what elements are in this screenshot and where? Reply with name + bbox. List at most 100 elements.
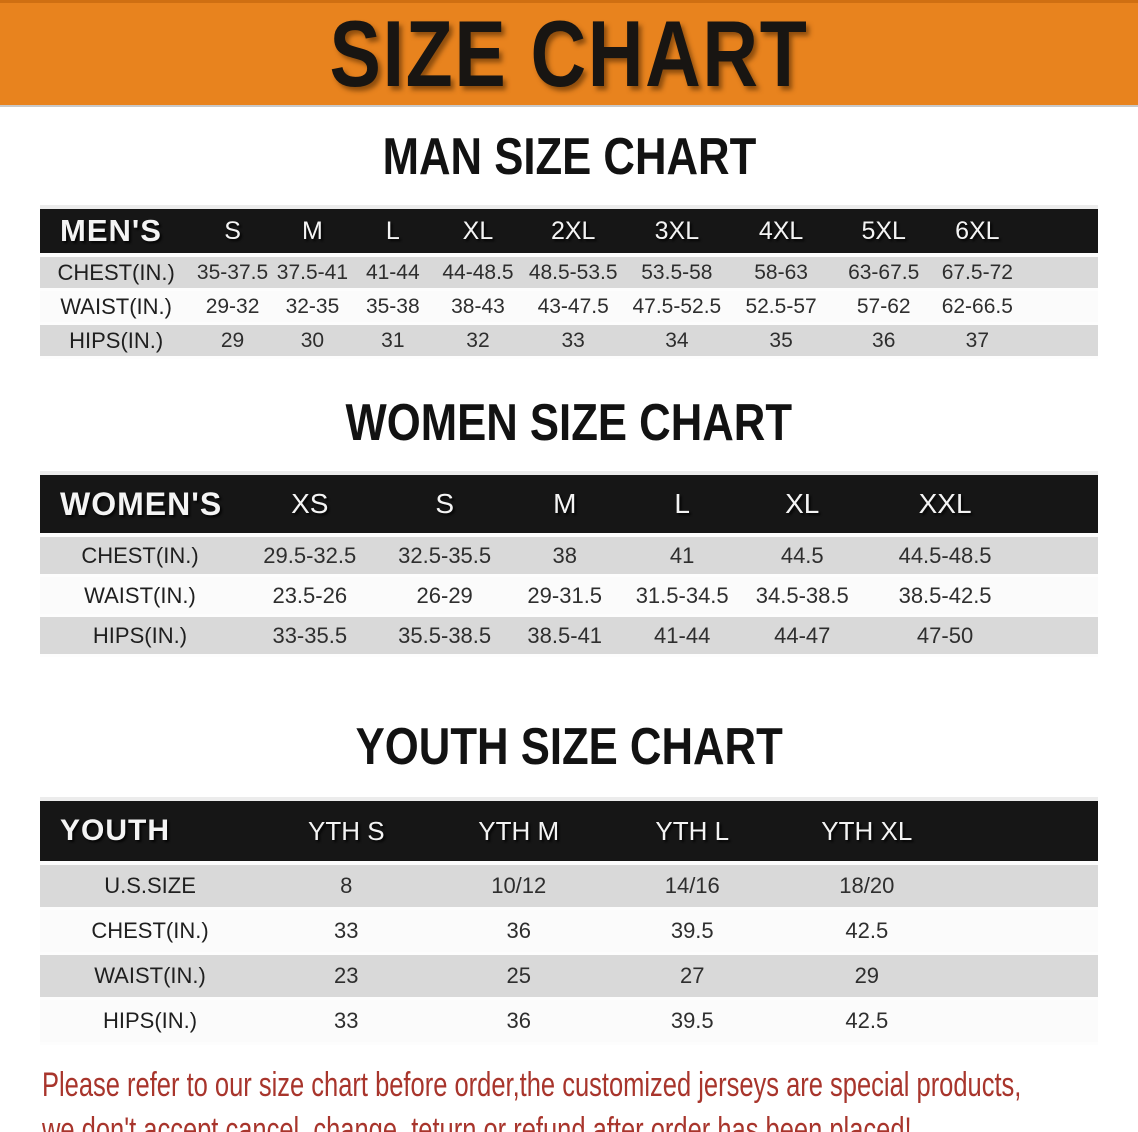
table-row: HIPS(IN.) 33 36 39.5 42.5 bbox=[40, 998, 1098, 1045]
section-men: MAN SIZE CHART MEN'S S M L XL 2XL 3XL 4XL 5XL 6XL… bbox=[0, 129, 1138, 359]
table-cell: 57-62 bbox=[832, 289, 936, 325]
table-cell: 42.5 bbox=[779, 998, 955, 1045]
table-cell: 32 bbox=[433, 323, 523, 359]
table-cell: 37 bbox=[935, 323, 1020, 359]
table-row: CHEST(IN.) 33 36 39.5 42.5 bbox=[40, 908, 1098, 955]
table-cell: 41 bbox=[619, 535, 745, 577]
table-corner-label: WOMEN'S bbox=[40, 471, 240, 537]
disclaimer-line-1: Please refer to our size chart before or… bbox=[42, 1066, 1022, 1104]
table-row: CHEST(IN.) 35-37.5 37.5-41 41-44 44-48.5 48.5… bbox=[40, 255, 1098, 291]
column-header: YTH M bbox=[432, 797, 605, 865]
table-header-row: MEN'S S M L XL 2XL 3XL 4XL 5XL 6XL bbox=[40, 205, 1098, 257]
disclaimer-note: Please refer to our size chart before or… bbox=[42, 1063, 1021, 1132]
table-cell: 35-38 bbox=[352, 289, 434, 325]
table-cell: 10/12 bbox=[432, 863, 605, 910]
table-cell: 35-37.5 bbox=[192, 255, 273, 291]
table-cell: 23.5-26 bbox=[239, 575, 380, 617]
table-cell: 29 bbox=[779, 953, 955, 1000]
column-header: S bbox=[379, 471, 510, 537]
table-cell: 44.5-48.5 bbox=[859, 535, 1031, 577]
row-label: CHEST(IN.) bbox=[40, 908, 261, 955]
table-cell: 32-35 bbox=[272, 289, 353, 325]
table-cell: 44.5 bbox=[744, 535, 860, 577]
table-row: WAIST(IN.) 29-32 32-35 35-38 38-43 43-47.5 47.… bbox=[40, 289, 1098, 325]
table-cell: 63-67.5 bbox=[832, 255, 936, 291]
table-corner-label: MEN'S bbox=[40, 205, 193, 257]
table-cell: 31.5-34.5 bbox=[619, 575, 745, 617]
table-cell: 30 bbox=[272, 323, 353, 359]
table-cell: 27 bbox=[604, 953, 780, 1000]
youth-size-table: YOUTH YTH S YTH M YTH L YTH XL U.S.SIZE 8 10/12… bbox=[40, 797, 1098, 1045]
filler-cell bbox=[1019, 323, 1098, 359]
row-label: CHEST(IN.) bbox=[40, 535, 240, 577]
table-cell: 47.5-52.5 bbox=[623, 289, 730, 325]
table-cell: 33 bbox=[260, 908, 433, 955]
table-header-row: WOMEN'S XS S M L XL XXL bbox=[40, 471, 1098, 537]
filler-cell bbox=[954, 908, 1098, 955]
column-header: 6XL bbox=[935, 205, 1020, 257]
table-cell: 36 bbox=[432, 908, 605, 955]
table-cell: 35 bbox=[729, 323, 833, 359]
table-row: HIPS(IN.) 33-35.5 35.5-38.5 38.5-41 41-44 44-… bbox=[40, 615, 1098, 657]
section-youth: YOUTH SIZE CHART YOUTH YTH S YTH M YTH L YTH… bbox=[0, 719, 1138, 1045]
table-cell: 29 bbox=[192, 323, 273, 359]
women-section-heading: WOMEN SIZE CHART bbox=[0, 395, 1138, 461]
column-header: S bbox=[192, 205, 273, 257]
table-cell: 29-31.5 bbox=[509, 575, 620, 617]
table-cell: 35.5-38.5 bbox=[379, 615, 510, 657]
table-cell: 62-66.5 bbox=[935, 289, 1020, 325]
table-cell: 67.5-72 bbox=[935, 255, 1020, 291]
table-row: U.S.SIZE 8 10/12 14/16 18/20 bbox=[40, 863, 1098, 910]
table-row: HIPS(IN.) 29 30 31 32 33 34 35 36 37 bbox=[40, 323, 1098, 359]
table-cell: 48.5-53.5 bbox=[522, 255, 624, 291]
table-cell: 32.5-35.5 bbox=[379, 535, 510, 577]
table-cell: 39.5 bbox=[604, 908, 780, 955]
table-cell: 23 bbox=[260, 953, 433, 1000]
table-cell: 38.5-41 bbox=[509, 615, 620, 657]
table-cell: 41-44 bbox=[352, 255, 434, 291]
row-label: HIPS(IN.) bbox=[40, 615, 240, 657]
filler-cell bbox=[1030, 471, 1098, 537]
table-cell: 38.5-42.5 bbox=[859, 575, 1031, 617]
table-row: WAIST(IN.) 23 25 27 29 bbox=[40, 953, 1098, 1000]
filler-cell bbox=[954, 953, 1098, 1000]
table-cell: 42.5 bbox=[779, 908, 955, 955]
youth-section-heading: YOUTH SIZE CHART bbox=[0, 719, 1138, 785]
table-cell: 41-44 bbox=[619, 615, 745, 657]
table-cell: 44-47 bbox=[744, 615, 860, 657]
table-row: CHEST(IN.) 29.5-32.5 32.5-35.5 38 41 44.5 44.5… bbox=[40, 535, 1098, 577]
column-header: M bbox=[509, 471, 620, 537]
banner: SIZE CHART bbox=[0, 0, 1138, 105]
row-label: WAIST(IN.) bbox=[40, 289, 193, 325]
column-header: 4XL bbox=[729, 205, 833, 257]
filler-cell bbox=[1030, 575, 1098, 617]
table-cell: 47-50 bbox=[859, 615, 1031, 657]
men-section-heading: MAN SIZE CHART bbox=[0, 129, 1138, 195]
filler-cell bbox=[1019, 289, 1098, 325]
table-cell: 39.5 bbox=[604, 998, 780, 1045]
row-label: HIPS(IN.) bbox=[40, 998, 261, 1045]
column-header: 3XL bbox=[623, 205, 730, 257]
row-label: U.S.SIZE bbox=[40, 863, 261, 910]
table-cell: 34.5-38.5 bbox=[744, 575, 860, 617]
table-header-row: YOUTH YTH S YTH M YTH L YTH XL bbox=[40, 797, 1098, 865]
column-header: XL bbox=[744, 471, 860, 537]
disclaimer-line-2: we don't accept cancel, change, teturn o… bbox=[42, 1111, 912, 1132]
women-size-table: WOMEN'S XS S M L XL XXL CHEST(IN.) 29.5-32.5 32.5… bbox=[40, 471, 1098, 657]
filler-cell bbox=[1019, 255, 1098, 291]
section-women: WOMEN SIZE CHART WOMEN'S XS S M L XL XXL CHEST(… bbox=[0, 395, 1138, 657]
table-cell: 38-43 bbox=[433, 289, 523, 325]
table-cell: 53.5-58 bbox=[623, 255, 730, 291]
table-cell: 33 bbox=[522, 323, 624, 359]
filler-cell bbox=[1030, 615, 1098, 657]
table-row: WAIST(IN.) 23.5-26 26-29 29-31.5 31.5-34.5 34… bbox=[40, 575, 1098, 617]
table-cell: 29.5-32.5 bbox=[239, 535, 380, 577]
column-header: 5XL bbox=[832, 205, 936, 257]
table-cell: 36 bbox=[432, 998, 605, 1045]
table-cell: 8 bbox=[260, 863, 433, 910]
page-title: SIZE CHART bbox=[329, 1, 809, 106]
column-header: L bbox=[619, 471, 745, 537]
filler-cell bbox=[954, 998, 1098, 1045]
filler-cell bbox=[1030, 535, 1098, 577]
table-cell: 36 bbox=[832, 323, 936, 359]
